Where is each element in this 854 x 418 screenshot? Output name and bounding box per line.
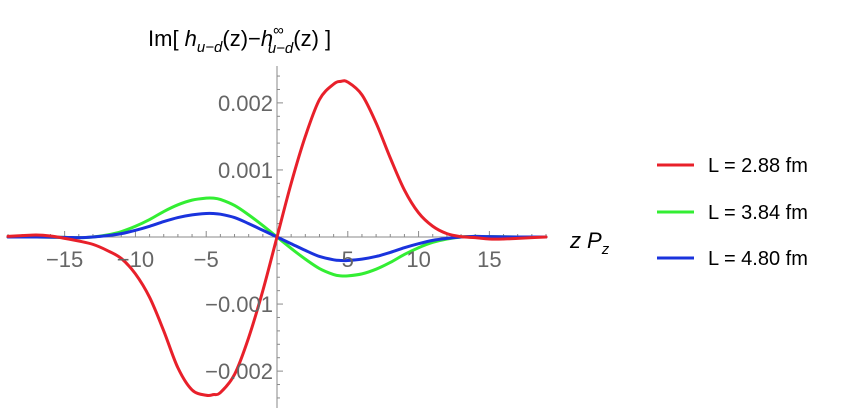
legend-item: L = 4.80 fm [657, 248, 808, 270]
x-tick-label: −15 [46, 247, 83, 272]
legend-label: L = 2.88 fm [708, 155, 808, 177]
legend: L = 2.88 fm L = 3.84 fm L = 4.80 fm [657, 155, 808, 270]
x-axis-label: z Pz [569, 228, 610, 258]
y-tick-label: −0.001 [205, 292, 273, 317]
legend-label: L = 4.80 fm [708, 248, 808, 270]
series-layer [6, 79, 548, 398]
tick-labels: −15 −10 −5 5 10 15 0.002 0.001 −0.001 −0.002 [46, 91, 502, 384]
x-tick-label: 10 [406, 247, 430, 272]
x-tick-label: −10 [117, 247, 154, 272]
series-line-1 [6, 79, 548, 398]
y-tick-label: 0.001 [218, 158, 273, 183]
y-tick-label: −0.002 [205, 359, 273, 384]
x-tick-label: −5 [194, 247, 219, 272]
x-tick-label: 5 [342, 247, 354, 272]
x-tick-label: 15 [477, 247, 501, 272]
chart-title: Im[ hu−d(z)−h∞ u−d(z) ] [148, 22, 331, 57]
legend-item: L = 2.88 fm [657, 155, 808, 177]
legend-label: L = 3.84 fm [708, 202, 808, 224]
legend-item: L = 3.84 fm [657, 202, 808, 224]
y-tick-label: 0.002 [218, 91, 273, 116]
